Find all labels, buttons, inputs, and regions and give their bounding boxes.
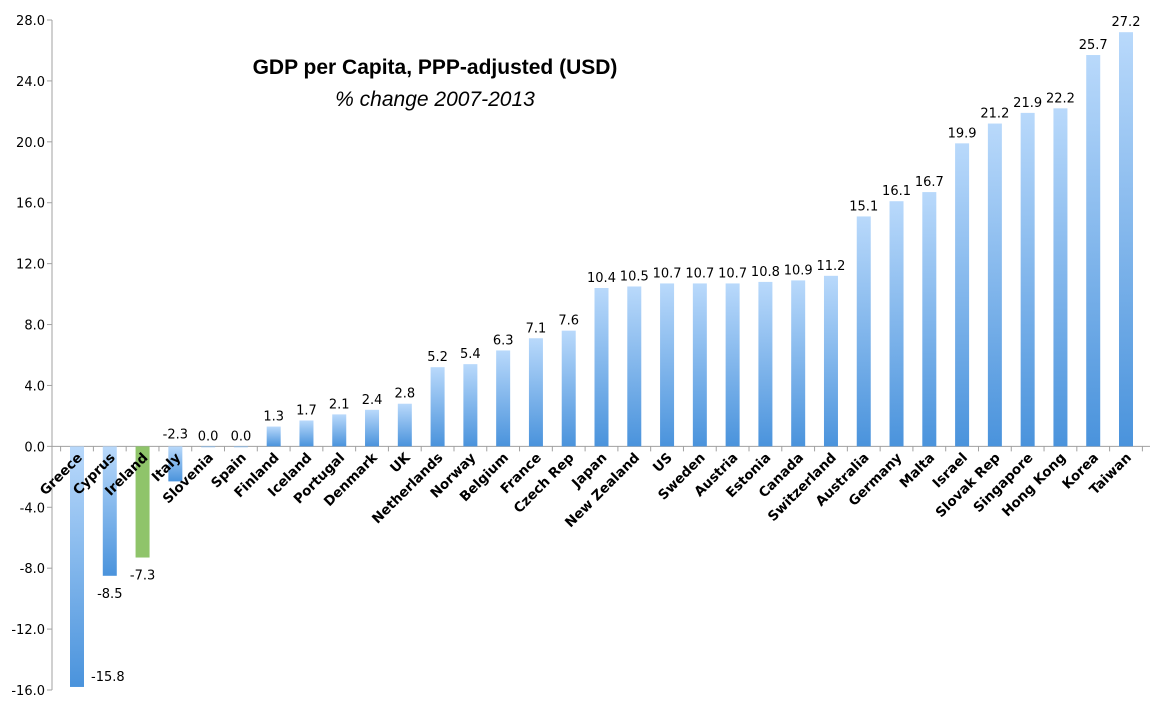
value-label: 27.2 [1112, 15, 1141, 30]
value-label: 2.1 [329, 397, 350, 412]
y-tick-label: 28.0 [16, 14, 45, 29]
bar-slovenia [201, 446, 216, 448]
value-label: 16.1 [882, 184, 911, 199]
bar-finland [266, 426, 281, 447]
y-tick-label: 12.0 [16, 258, 45, 273]
value-label: 5.2 [427, 350, 448, 365]
bar-germany [889, 201, 904, 447]
value-label: 7.6 [558, 314, 579, 329]
value-label: 11.2 [816, 259, 845, 274]
value-label: 22.2 [1046, 91, 1075, 106]
bar-czech-rep [561, 330, 576, 447]
value-label: 10.9 [784, 263, 813, 278]
bar-denmark [365, 409, 380, 447]
bar-australia [856, 216, 871, 447]
bar-singapore [1020, 112, 1035, 447]
bar-canada [791, 280, 806, 447]
bar-cyprus [102, 446, 117, 576]
bar-norway [463, 364, 478, 447]
bar-estonia [758, 281, 773, 447]
value-label: 15.1 [849, 199, 878, 214]
bar-belgium [496, 350, 511, 447]
value-label: 2.8 [394, 387, 415, 402]
bar-austria [725, 283, 740, 447]
y-tick-label: -8.0 [20, 562, 45, 577]
bar-israel [955, 143, 970, 447]
bar-greece [70, 446, 84, 687]
bar-uk [397, 403, 412, 447]
bar-sweden [692, 283, 707, 447]
value-label: 6.3 [493, 333, 514, 348]
value-label: 0.0 [198, 429, 219, 444]
category-label: US [650, 450, 676, 476]
chart-subtitle: % change 2007-2013 [335, 88, 535, 111]
value-label: 19.9 [948, 126, 977, 141]
value-label: 10.7 [718, 266, 747, 281]
value-label: -7.3 [130, 569, 155, 584]
value-label: 0.0 [231, 429, 252, 444]
bar-netherlands [430, 367, 445, 447]
y-tick-label: 16.0 [16, 197, 45, 212]
y-tick-label: -12.0 [11, 623, 45, 638]
value-label: 5.4 [460, 347, 481, 362]
y-tick-label: 4.0 [24, 379, 45, 394]
value-label: 10.5 [620, 269, 649, 284]
value-label: -2.3 [163, 427, 188, 442]
bar-new-zealand [627, 286, 642, 447]
bar-spain [233, 446, 248, 448]
y-tick-label: 8.0 [24, 319, 45, 334]
chart-title: GDP per Capita, PPP-adjusted (USD) [252, 56, 618, 79]
bar-korea [1086, 55, 1101, 447]
value-label: 10.4 [587, 271, 616, 286]
bar-ireland [135, 446, 150, 558]
bar-hong-kong [1053, 108, 1068, 447]
bar-us [660, 283, 675, 447]
value-label: 1.7 [296, 403, 317, 418]
bar-italy [168, 446, 183, 482]
bar-japan [594, 288, 609, 447]
value-label: 16.7 [915, 175, 944, 190]
y-tick-label: 20.0 [16, 136, 45, 151]
value-label: -15.8 [91, 670, 125, 685]
value-label: 10.7 [685, 266, 714, 281]
y-tick-label: 0.0 [24, 440, 45, 455]
y-tick-label: -16.0 [11, 684, 45, 699]
category-label: Malta [897, 450, 939, 492]
y-tick-label: -4.0 [20, 501, 45, 516]
bar-portugal [332, 414, 347, 447]
value-label: -8.5 [97, 587, 122, 602]
value-label: 25.7 [1079, 38, 1108, 53]
bar-france [528, 338, 543, 447]
value-label: 21.2 [980, 107, 1009, 122]
bar-iceland [299, 420, 314, 447]
bar-slovak-rep [987, 123, 1002, 447]
value-label: 1.3 [263, 410, 284, 425]
value-label: 10.8 [751, 265, 780, 280]
value-label: 2.4 [362, 393, 383, 408]
bar-malta [922, 192, 937, 447]
category-label: UK [387, 450, 414, 477]
bar-taiwan [1119, 32, 1133, 447]
bar-switzerland [823, 275, 838, 447]
y-tick-label: 24.0 [16, 75, 45, 90]
value-label: 7.1 [526, 321, 547, 336]
value-label: 21.9 [1013, 96, 1042, 111]
value-label: 10.7 [653, 266, 682, 281]
